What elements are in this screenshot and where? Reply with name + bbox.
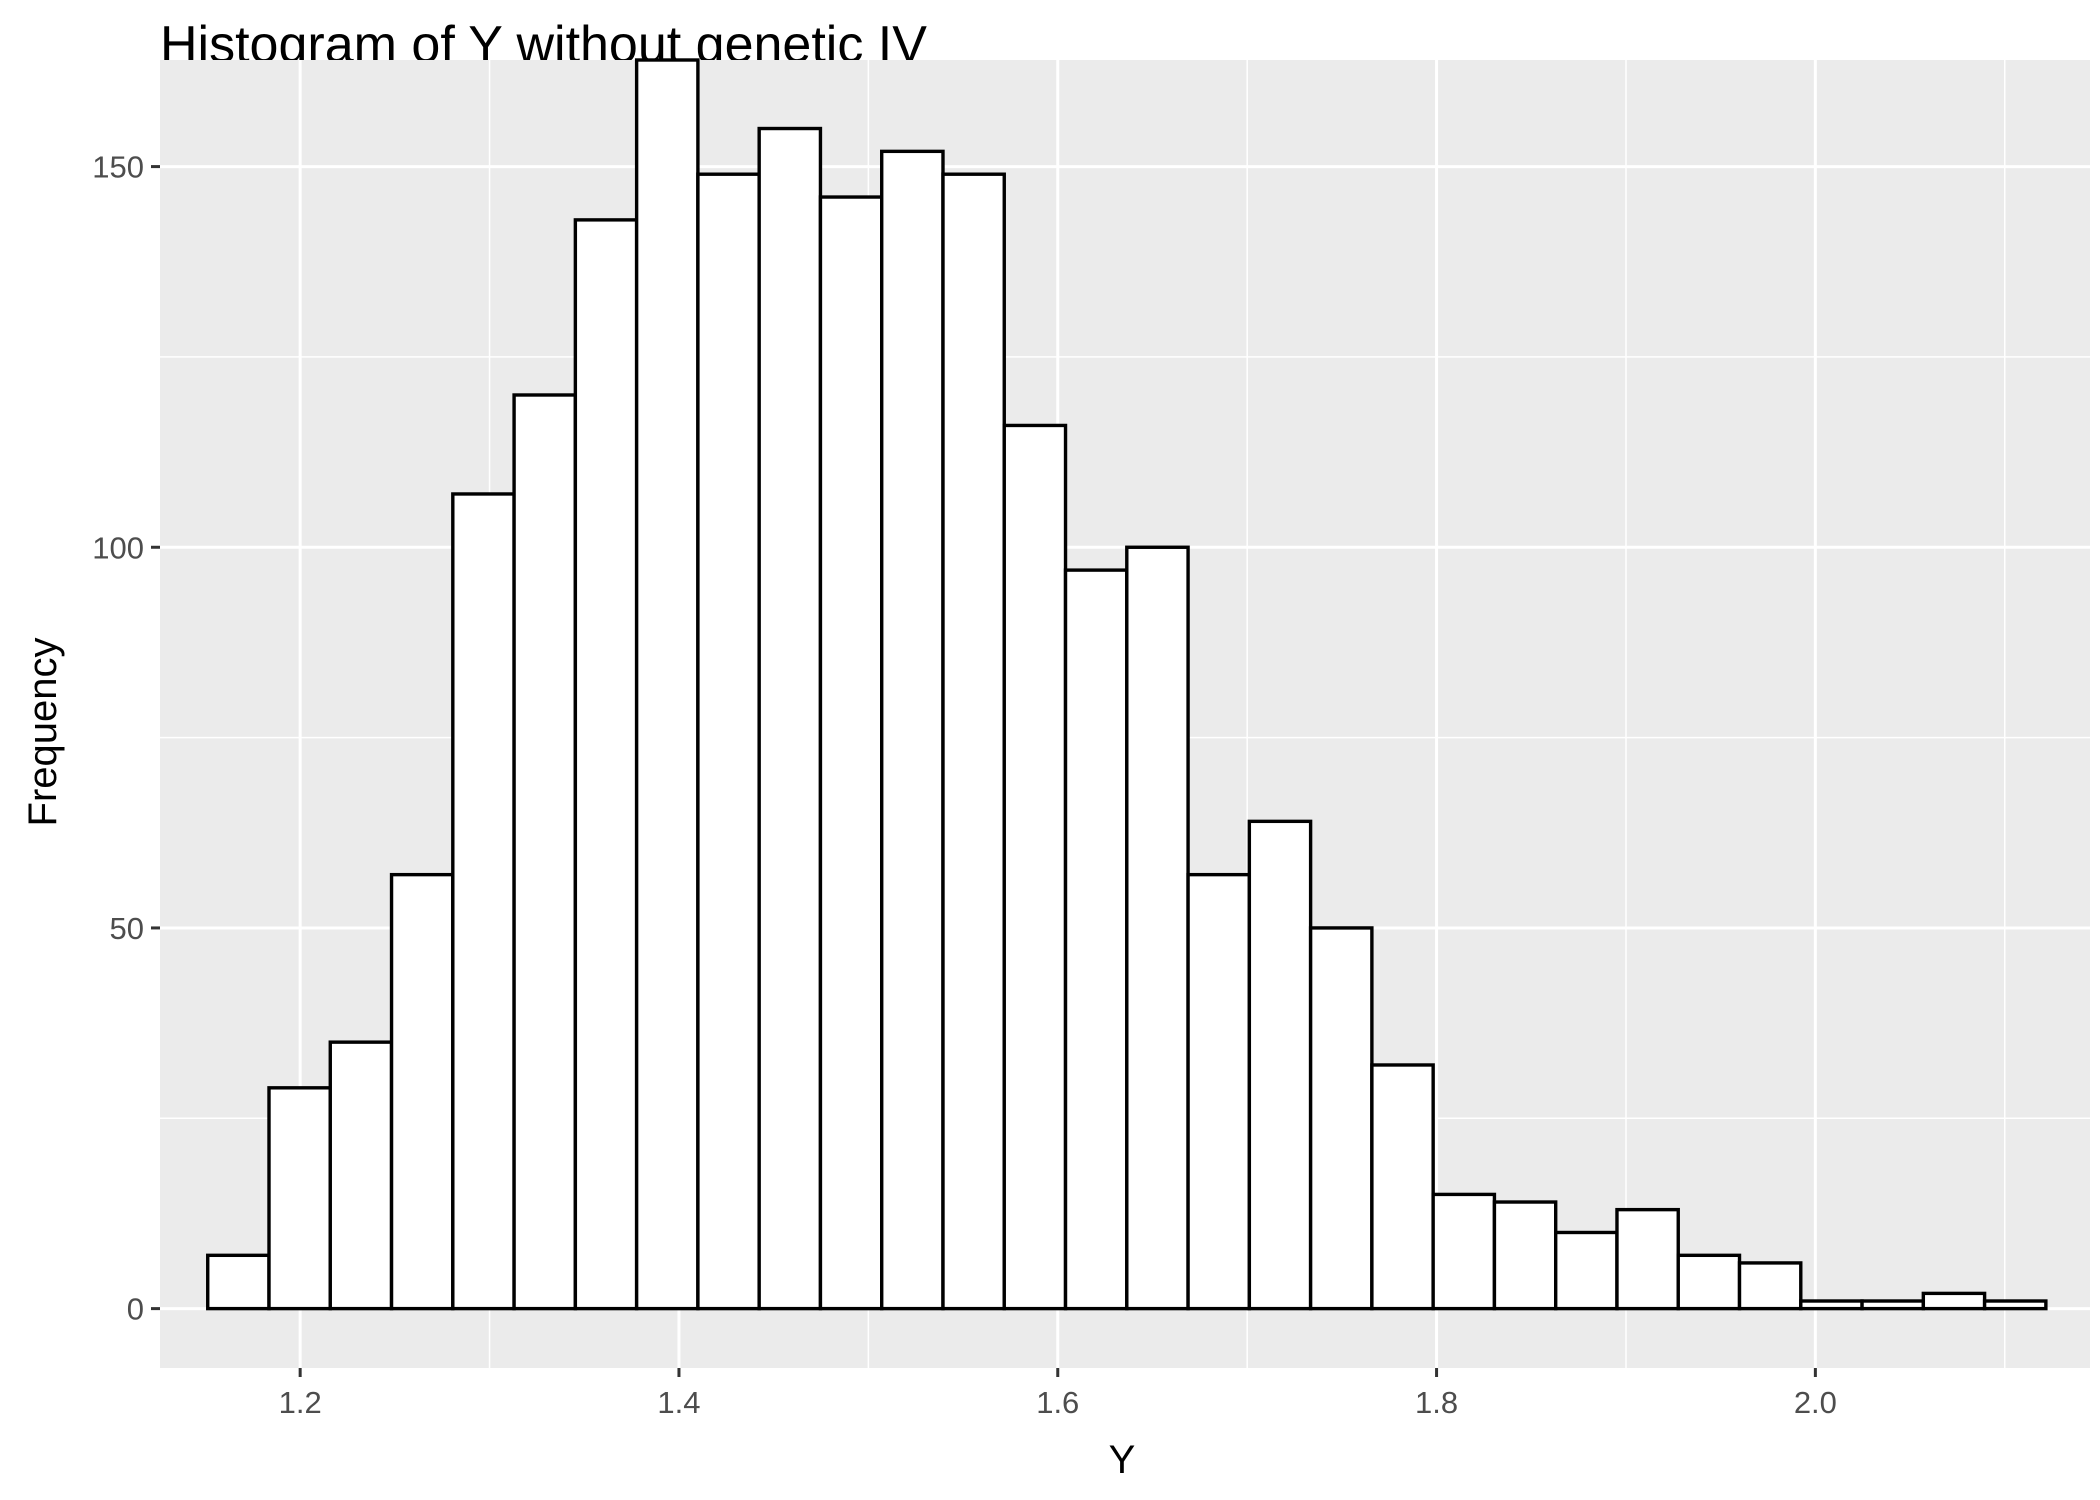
histogram-bar	[1615, 1207, 1680, 1311]
histogram-bar	[634, 58, 700, 1311]
histogram-bar	[1370, 1063, 1435, 1311]
histogram-bar	[1553, 1230, 1619, 1311]
x-tick-label: 1.6	[1036, 1385, 1079, 1420]
histogram-bar	[818, 195, 884, 1311]
y-tick-label: 150	[92, 150, 144, 185]
histogram-bar	[1063, 568, 1129, 1311]
histogram-bar	[1247, 819, 1313, 1311]
histogram-bar	[1002, 423, 1068, 1311]
histogram-bar	[1799, 1299, 1864, 1311]
x-tick-label: 1.4	[657, 1385, 700, 1420]
histogram-bar	[696, 172, 761, 1311]
histogram-bar	[451, 492, 516, 1311]
x-tick-label: 1.2	[279, 1385, 322, 1420]
histogram-bar	[1737, 1261, 1803, 1311]
y-tick-label: 0	[127, 1292, 144, 1327]
histogram-bar	[1492, 1200, 1558, 1311]
histogram-bar	[206, 1253, 271, 1311]
histogram-bar	[1308, 926, 1374, 1311]
histogram-bar	[1125, 545, 1190, 1311]
histogram-bar	[1186, 872, 1252, 1311]
histogram-bar	[757, 126, 823, 1311]
axis-ticks: 1.2 1.4 1.6 1.8 2.0 0 50 100 150	[92, 150, 1837, 1420]
histogram-bar	[1921, 1291, 1987, 1311]
x-tick-label: 1.8	[1415, 1385, 1458, 1420]
histogram-bar	[573, 218, 639, 1311]
histogram-bar	[1676, 1253, 1742, 1311]
y-tick-label: 100	[92, 530, 144, 565]
histogram-bar	[1982, 1299, 2048, 1311]
histogram-bar	[389, 872, 455, 1311]
histogram-bar	[267, 1086, 332, 1311]
histogram-bar	[512, 393, 578, 1311]
histogram-bar	[1860, 1299, 1926, 1311]
histogram-bar	[328, 1040, 394, 1311]
histogram-bar	[1431, 1192, 1497, 1311]
histogram-bars	[206, 58, 2048, 1311]
x-tick-label: 2.0	[1794, 1385, 1837, 1420]
histogram-bar	[880, 149, 945, 1311]
y-axis-title: Frequency	[21, 638, 65, 827]
histogram-bar	[941, 172, 1006, 1311]
x-axis-title: Y	[1109, 1438, 1136, 1482]
y-tick-label: 50	[110, 911, 144, 946]
